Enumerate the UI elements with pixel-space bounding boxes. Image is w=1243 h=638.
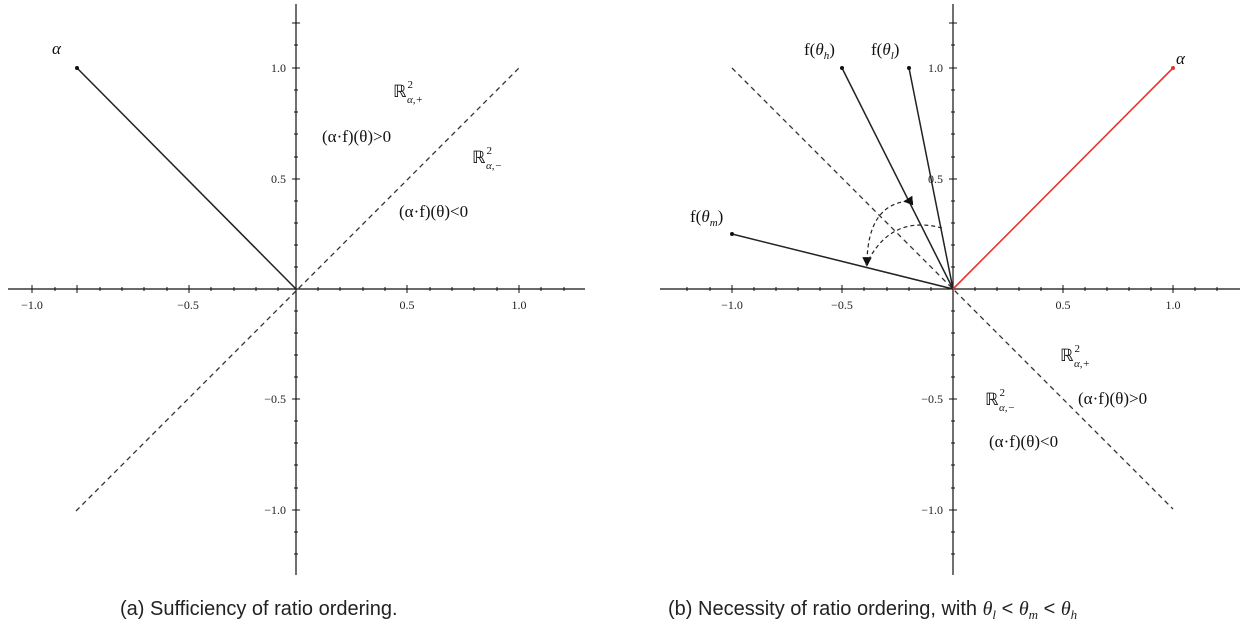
panel-a-alpha-vector [76,67,297,290]
panel-b-y-tick-label: −0.5 [921,392,943,406]
caption-b-theta-m: θ [1018,598,1029,620]
panel-a-y-tick-label: 1.0 [271,61,286,75]
panel-b-f-theta-l-vector [908,67,954,290]
panel-a-ineq-neg: (α·f)(θ)<0 [399,202,468,221]
figure: −1.0 −0.5 0.5 1.0 1.0 0.5 −0.5 −1.0 α ℝ2… [8,4,1240,575]
panel-b-y-tick-label: −1.0 [921,503,943,517]
panel-b-f-theta-m-point [730,232,734,236]
panel-a-region-minus-label: ℝ2 α,− [472,145,502,172]
panel-b-boundary-line [731,67,1174,510]
caption-b-theta-h: θ [1060,598,1071,620]
panel-b: −1.0 −0.5 0.5 1.0 1.0 0.5 −0.5 −1.0 α f(… [660,4,1240,575]
panel-a-y-tick-label: 0.5 [271,172,286,186]
caption-b-prefix: (b) Necessity of ratio ordering, with [668,598,983,620]
panel-b-x-tick-label: 1.0 [1166,298,1181,312]
panel-b-alpha-vector [952,67,1174,290]
panel-b-region-plus-label: ℝ2 α,+ [1060,343,1090,370]
panel-b-angle-arc-outer [865,224,943,266]
caption-b-sub-h: h [1070,607,1078,622]
panel-a-x-tick-label: −1.0 [21,298,43,312]
panel-a-y-ticks [292,22,300,555]
panel-a-x-tick-label: −0.5 [177,298,199,312]
caption-b-lt-2: < [1038,598,1061,620]
panel-a-x-ticks [31,285,565,293]
panel-b-x-tick-label: −0.5 [831,298,853,312]
panel-a-alpha-point [75,66,79,70]
panel-b-f-theta-m-label: f(θm) [690,207,723,229]
caption-a: (a) Sufficiency of ratio ordering. [120,598,398,620]
panel-b-ineq-pos: (α·f)(θ)>0 [1078,389,1147,408]
panel-b-alpha-label: α [1176,49,1186,68]
panel-b-f-theta-h-vector [841,67,954,290]
caption-b-sub-l: l [992,607,997,622]
panel-a-y-tick-label: −0.5 [264,392,286,406]
panel-a-boundary-line [75,67,520,512]
panel-a-ineq-pos: (α·f)(θ)>0 [322,127,391,146]
panel-a-x-tick-label: 1.0 [512,298,527,312]
panel-b-f-theta-h-label: f(θh) [804,40,835,62]
panel-b-ineq-neg: (α·f)(θ)<0 [989,432,1058,451]
panel-b-y-ticks [949,22,957,555]
panel-b-region-minus-label: ℝ2 α,− [985,387,1015,414]
panel-b-x-tick-label: 0.5 [1056,298,1071,312]
panel-b-angle-arc-inner [862,195,914,267]
panel-b-x-tick-label: −1.0 [721,298,743,312]
panel-b-f-theta-m-vector [731,233,954,290]
panel-a: −1.0 −0.5 0.5 1.0 1.0 0.5 −0.5 −1.0 α ℝ2… [8,4,585,575]
caption-b-lt-1: < [996,598,1019,620]
panel-b-alpha-point [1171,66,1175,70]
panel-a-alpha-label: α [52,39,62,58]
caption-b-theta-l: θ [982,598,993,620]
panel-b-f-theta-l-point [907,66,911,70]
panel-a-region-plus-label: ℝ2 α,+ [393,79,423,106]
caption-b: (b) Necessity of ratio ordering, with θl… [668,598,1077,623]
panel-b-y-tick-label: 1.0 [928,61,943,75]
panel-b-x-ticks [686,285,1218,293]
panel-b-f-theta-l-label: f(θl) [871,40,899,62]
panel-b-f-theta-h-point [840,66,844,70]
panel-a-x-tick-label: 0.5 [400,298,415,312]
panel-a-y-tick-label: −1.0 [264,503,286,517]
caption-b-sub-m: m [1028,607,1039,622]
